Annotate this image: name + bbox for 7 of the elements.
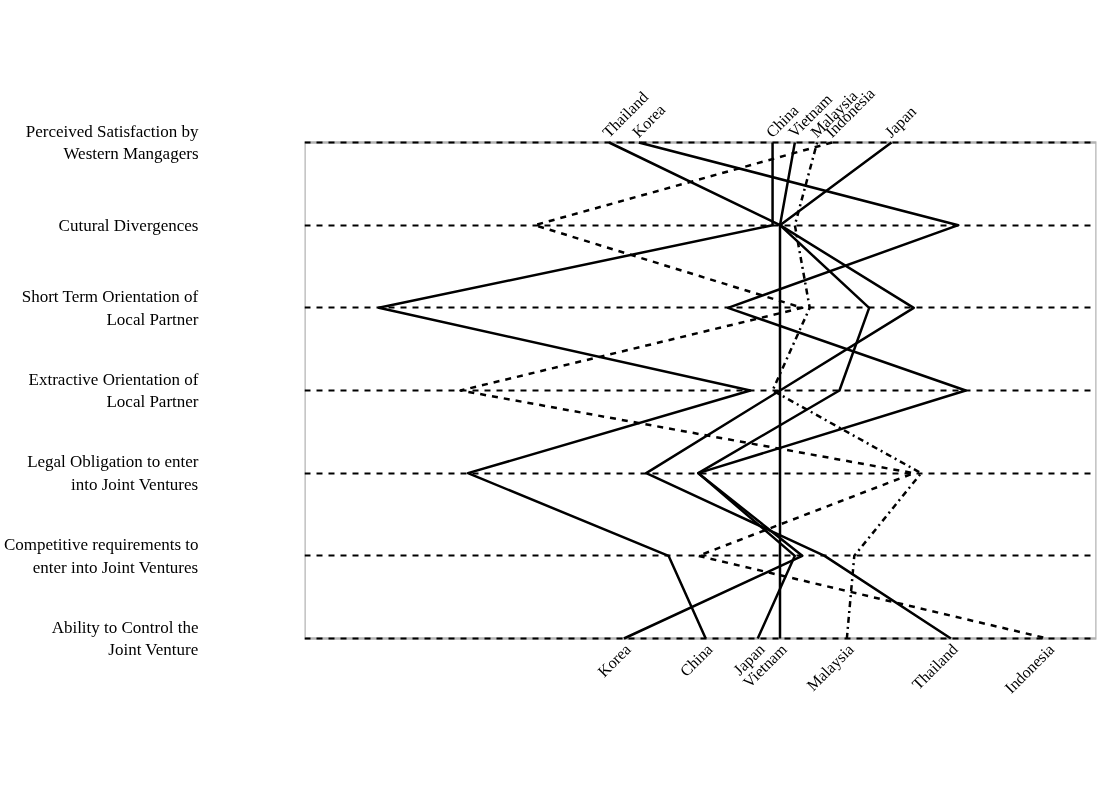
y-tick-label: Short Term Orientation of Local Partner (21, 286, 199, 329)
y-tick-label: Perceived Satisfaction by Western Mangagers (25, 121, 199, 164)
y-tick-label: Competitive requirements to enter into Joint Ventures (3, 534, 199, 577)
y-tick-label: Ability to Control the Joint Venture (51, 617, 199, 660)
y-tick-label: Cutural Divergences (58, 215, 199, 235)
y-tick-label: Legal Obligation to enter into Joint Ventures (27, 452, 199, 495)
y-tick-label: Extractive Orientation of Local Partner (28, 369, 199, 412)
